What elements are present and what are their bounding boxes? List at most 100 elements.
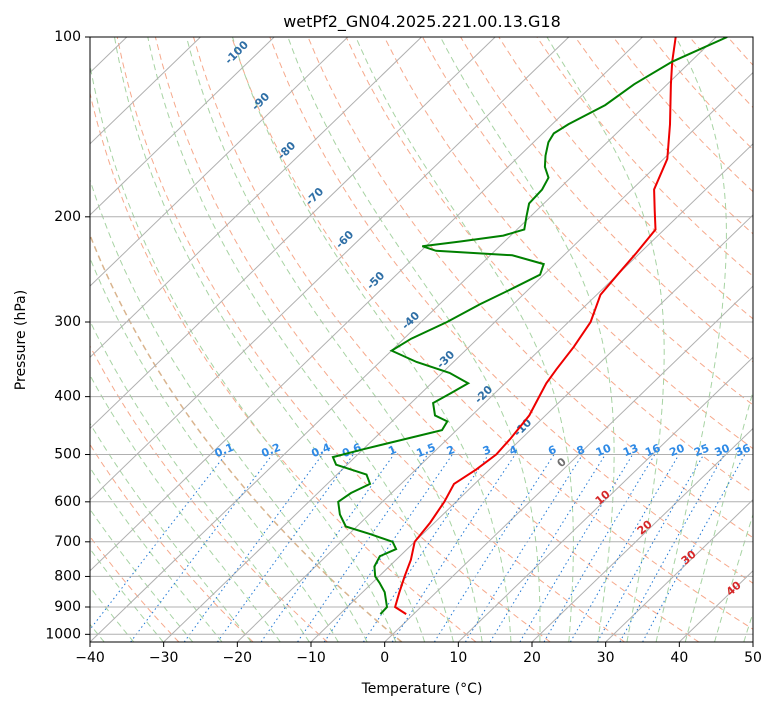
moist-adiabat-line	[232, 37, 512, 642]
isotherm-line	[605, 498, 753, 642]
mixing-ratio-line	[464, 454, 584, 642]
moist-adiabat-line	[147, 37, 454, 642]
mixing-ratio-label: 20	[667, 441, 686, 459]
dry-adiabat-line	[231, 37, 753, 630]
mixing-ratio-line	[569, 454, 680, 642]
mixing-ratio-label: 0.2	[260, 441, 283, 460]
x-tick-label: −30	[149, 650, 179, 666]
isotherm-line	[90, 37, 717, 642]
isotherm-line	[90, 37, 643, 572]
isotherm-line	[236, 143, 753, 642]
x-tick-label: −40	[75, 650, 105, 666]
y-tick-label: 300	[54, 314, 81, 330]
moist-adiabat-label: 20	[635, 517, 655, 537]
isotherm-line	[90, 37, 570, 501]
dry-adiabat-line	[727, 37, 753, 66]
mixing-ratio-label: 36	[733, 441, 752, 459]
dry-adiabat-line	[90, 91, 477, 642]
background-lines	[90, 37, 775, 642]
moist-adiabat-label: 0	[555, 455, 569, 470]
dry-adiabat-line	[116, 37, 551, 642]
x-tick-label: 0	[380, 650, 389, 666]
mixing-ratio-line	[90, 454, 226, 631]
mixing-ratio-label: 2	[445, 443, 457, 458]
dry-adiabat-label: -90	[249, 90, 272, 113]
moist-adiabat-line	[439, 37, 615, 642]
x-tick-label: 10	[449, 650, 467, 666]
mixing-ratio-label: 30	[713, 441, 732, 459]
moist-adiabat-line	[714, 513, 753, 642]
isotherm-line	[90, 37, 349, 287]
dry-adiabat-label: -100	[222, 38, 251, 67]
mixing-ratio-line	[216, 454, 354, 642]
moist-adiabat-line	[90, 466, 223, 642]
isotherm-line	[90, 37, 275, 216]
y-tick-label: 600	[54, 494, 81, 510]
dewpoint-profile-line	[331, 37, 728, 615]
mixing-ratio-line	[433, 454, 555, 642]
mixing-ratio-line	[260, 454, 395, 642]
mixing-ratio-line	[323, 454, 453, 642]
dry-adiabat-line	[345, 37, 753, 494]
moist-adiabat-line	[90, 422, 252, 642]
isotherm-line	[310, 214, 753, 642]
isotherm-line	[752, 641, 753, 642]
dry-adiabat-label: -70	[303, 185, 326, 208]
dry-adiabat-label: -20	[472, 383, 495, 406]
moist-adiabat-line	[186, 37, 483, 642]
isotherm-line	[457, 356, 753, 642]
x-tick-label: −20	[223, 650, 253, 666]
mixing-ratio-line	[183, 454, 323, 642]
isotherm-line	[90, 37, 496, 430]
mixing-ratio-label: 1	[386, 443, 398, 458]
mixing-ratio-label: 13	[621, 442, 640, 460]
moist-adiabat-line	[287, 37, 541, 642]
dry-adiabat-line	[460, 37, 753, 363]
dry-adiabat-line	[90, 233, 403, 642]
dry-adiabat-line	[766, 37, 775, 642]
isotherm-line	[90, 37, 201, 145]
moist-adiabat-line	[90, 320, 310, 642]
dry-adiabat-label: -30	[434, 348, 457, 371]
y-tick-label: 400	[54, 389, 81, 405]
mixing-ratio-label: 3	[481, 443, 493, 458]
dry-adiabat-label: -10	[511, 416, 534, 439]
mixing-ratio-label: 25	[692, 442, 711, 460]
mixing-ratio-label: 10	[594, 441, 613, 459]
dry-adiabat-label: -50	[364, 269, 387, 292]
y-tick-label: 1000	[45, 626, 81, 642]
dry-adiabat-line	[536, 37, 753, 277]
moist-adiabat-line	[90, 256, 339, 642]
dry-adiabat-line	[154, 37, 625, 642]
temperature-profile-line	[393, 37, 677, 615]
dry-adiabat-label: -40	[399, 309, 422, 332]
moist-adiabat-line	[90, 586, 135, 642]
y-tick-label: 800	[54, 568, 81, 584]
x-axis-ticks: −40 −30 −20 −10 0 10 20 30 40 50	[75, 642, 762, 666]
isobar-gridlines	[90, 37, 753, 635]
isotherm-line	[531, 427, 753, 642]
dry-adiabat-line	[612, 37, 753, 193]
y-tick-label: 200	[54, 209, 81, 225]
mixing-ratio-label: 4	[507, 443, 519, 458]
moist-adiabat-line	[684, 389, 753, 642]
mixing-ratio-label: 16	[643, 441, 662, 459]
overlay-labels: -100-90-80-70-60-50-40-30-20-100.1 0.2 0.4…	[213, 38, 753, 598]
y-axis-label: Pressure (hPa)	[13, 290, 29, 390]
moist-adiabat-line	[90, 178, 368, 642]
mixing-ratio-line	[297, 454, 429, 642]
mixing-ratio-line	[543, 454, 656, 642]
mixing-ratio-label: 1.5	[415, 441, 438, 460]
mixing-ratio-line	[130, 454, 273, 642]
x-tick-label: −10	[296, 650, 326, 666]
y-tick-label: 900	[54, 599, 81, 615]
y-tick-label: 100	[54, 29, 81, 45]
dry-adiabat-line	[574, 37, 753, 235]
mixing-ratio-label: 0.4	[310, 441, 333, 460]
mixing-ratio-label: 6	[546, 443, 558, 458]
x-tick-label: 50	[744, 650, 762, 666]
mixing-ratio-line	[362, 454, 490, 642]
y-tick-label: 700	[54, 534, 81, 550]
moist-adiabat-line	[546, 37, 665, 642]
